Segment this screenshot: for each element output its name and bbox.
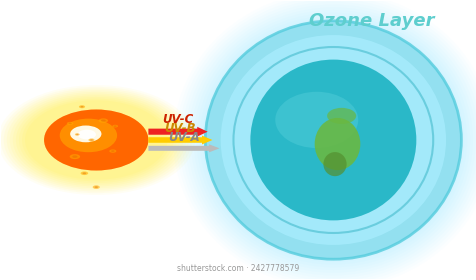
Ellipse shape (25, 100, 167, 180)
Ellipse shape (275, 92, 357, 148)
Text: Ozone Layer: Ozone Layer (308, 12, 433, 30)
Ellipse shape (19, 97, 173, 183)
Ellipse shape (50, 113, 142, 167)
Ellipse shape (51, 114, 140, 166)
Ellipse shape (94, 186, 98, 188)
Ellipse shape (112, 125, 118, 127)
Ellipse shape (323, 152, 346, 176)
Ellipse shape (67, 123, 125, 157)
Ellipse shape (0, 85, 194, 195)
Ellipse shape (70, 125, 101, 142)
Ellipse shape (314, 118, 359, 170)
FancyArrow shape (148, 136, 212, 144)
Ellipse shape (44, 109, 148, 171)
Ellipse shape (73, 126, 119, 154)
Ellipse shape (46, 110, 147, 170)
Ellipse shape (44, 109, 148, 171)
Ellipse shape (16, 95, 176, 185)
Ellipse shape (56, 117, 136, 163)
Ellipse shape (22, 99, 170, 181)
FancyArrow shape (148, 127, 207, 137)
Ellipse shape (76, 134, 78, 135)
Ellipse shape (69, 154, 80, 159)
Ellipse shape (78, 129, 115, 151)
Ellipse shape (111, 150, 114, 152)
Ellipse shape (185, 2, 476, 278)
Ellipse shape (67, 122, 73, 125)
Ellipse shape (92, 185, 99, 189)
Ellipse shape (220, 35, 445, 245)
Ellipse shape (59, 118, 133, 162)
Ellipse shape (88, 139, 94, 141)
Ellipse shape (199, 15, 466, 265)
Ellipse shape (65, 122, 127, 158)
Ellipse shape (196, 13, 469, 267)
Ellipse shape (7, 90, 185, 190)
Ellipse shape (202, 18, 463, 262)
Ellipse shape (80, 131, 112, 149)
Ellipse shape (60, 119, 117, 152)
Ellipse shape (76, 128, 116, 152)
Ellipse shape (53, 115, 139, 165)
Ellipse shape (82, 172, 86, 174)
Ellipse shape (47, 111, 145, 169)
Ellipse shape (205, 21, 460, 259)
Ellipse shape (205, 21, 460, 259)
Ellipse shape (69, 123, 72, 124)
Ellipse shape (10, 92, 182, 188)
Ellipse shape (58, 118, 134, 162)
Ellipse shape (250, 60, 416, 220)
Ellipse shape (49, 112, 144, 168)
Ellipse shape (327, 108, 356, 124)
Text: UV-B: UV-B (164, 122, 196, 135)
Ellipse shape (62, 120, 130, 160)
Ellipse shape (114, 125, 116, 127)
Ellipse shape (68, 124, 124, 156)
Ellipse shape (80, 171, 88, 175)
Text: UV-A: UV-A (168, 131, 199, 144)
Ellipse shape (109, 150, 116, 153)
Ellipse shape (0, 87, 191, 193)
Ellipse shape (13, 94, 179, 186)
Ellipse shape (90, 139, 93, 141)
Ellipse shape (79, 130, 113, 150)
Ellipse shape (64, 121, 129, 159)
FancyArrow shape (148, 144, 219, 152)
Text: UV-C: UV-C (162, 113, 193, 127)
Ellipse shape (80, 106, 83, 108)
Text: shutterstock.com · 2427778579: shutterstock.com · 2427778579 (177, 264, 299, 273)
Ellipse shape (79, 105, 85, 108)
Ellipse shape (60, 119, 131, 161)
Ellipse shape (72, 155, 77, 158)
Ellipse shape (188, 4, 476, 276)
Ellipse shape (4, 88, 188, 192)
Ellipse shape (55, 116, 138, 164)
Ellipse shape (70, 125, 122, 155)
Ellipse shape (71, 125, 121, 155)
Ellipse shape (78, 130, 96, 139)
Ellipse shape (193, 10, 472, 270)
Ellipse shape (99, 118, 108, 123)
Ellipse shape (190, 7, 475, 273)
Ellipse shape (75, 133, 79, 136)
Ellipse shape (74, 127, 118, 153)
Ellipse shape (101, 120, 106, 122)
